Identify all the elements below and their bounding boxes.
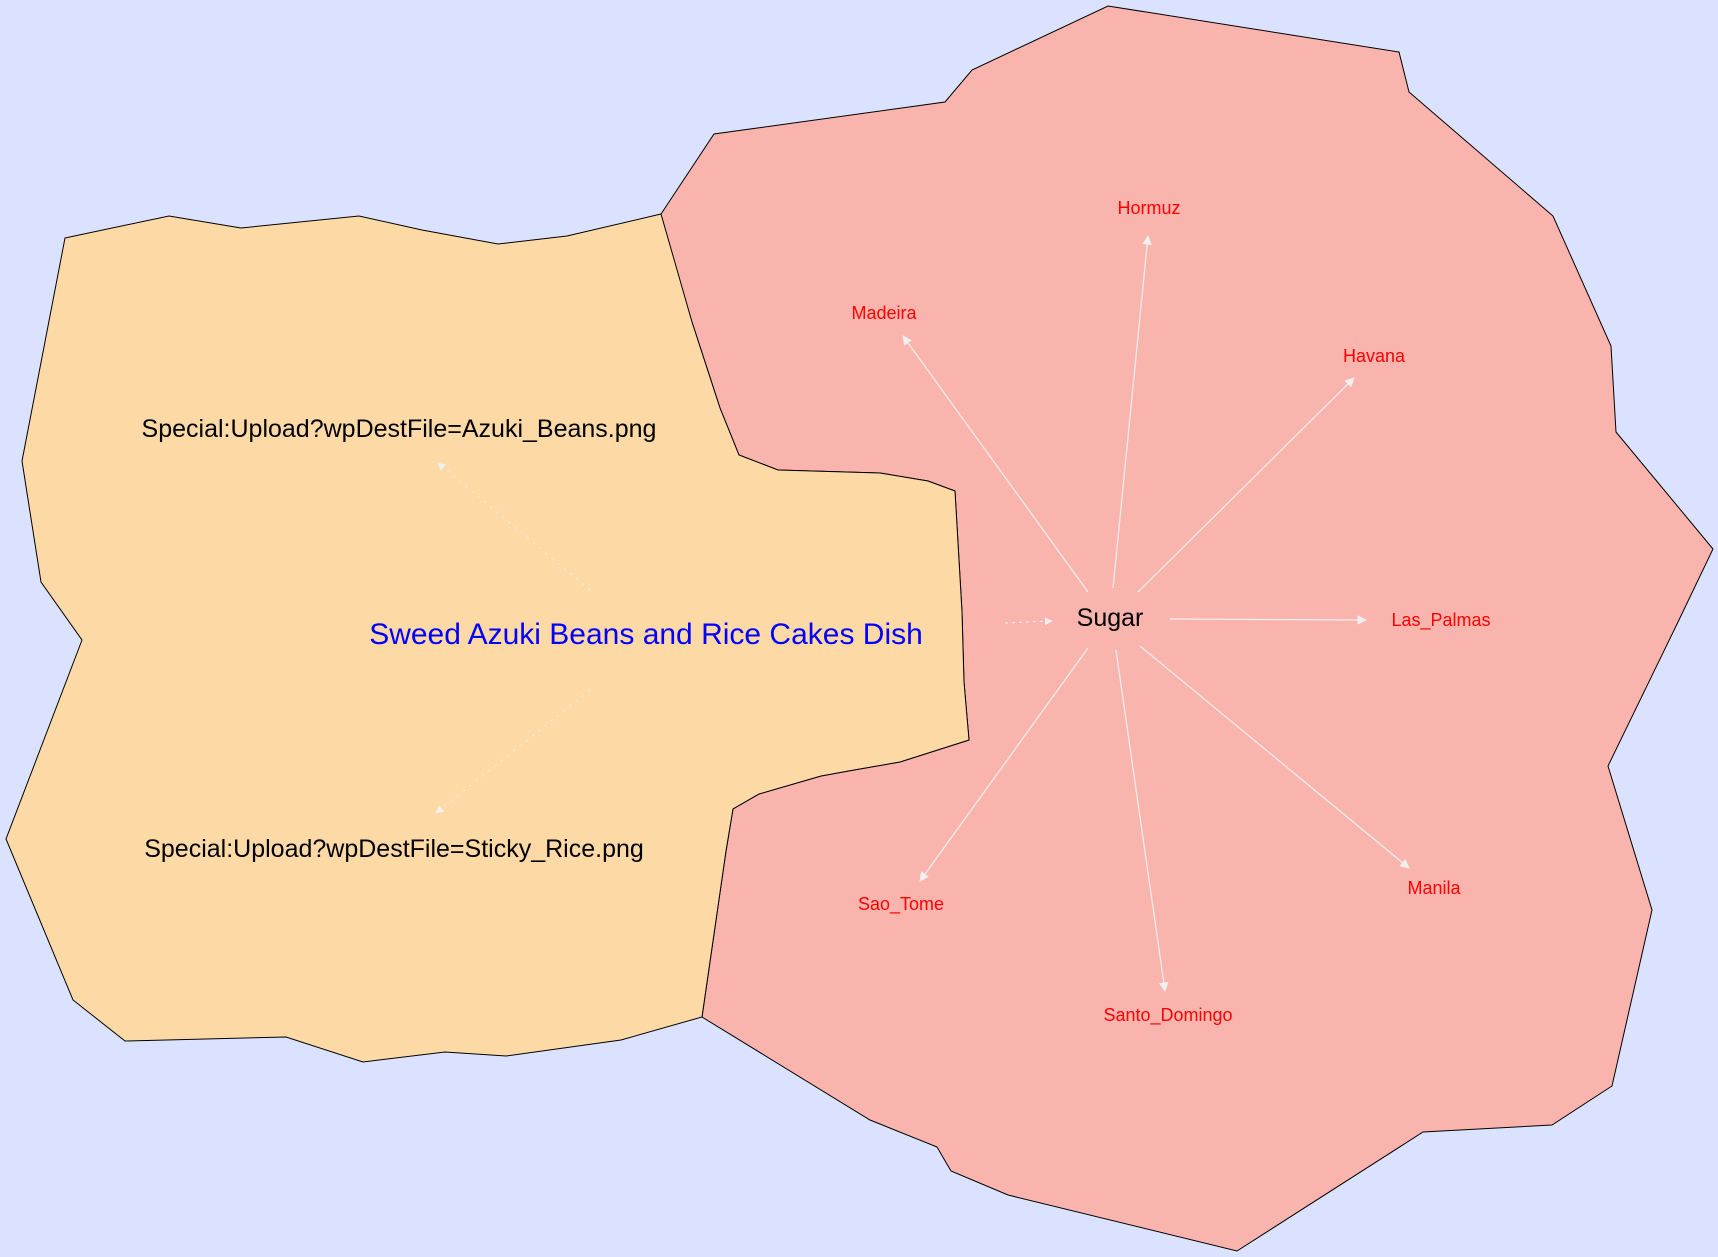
node-hormuz: Hormuz — [1117, 198, 1180, 218]
node-sugar: Sugar — [1077, 604, 1144, 632]
edge-dish-rice — [435, 689, 591, 814]
edge-sugar-santo-domingo — [1115, 649, 1169, 992]
node-havana: Havana — [1343, 346, 1406, 366]
sugar-edges — [902, 235, 1410, 992]
node-santo-domingo: Santo_Domingo — [1103, 1005, 1232, 1026]
node-sao-tome: Sao_Tome — [858, 894, 944, 915]
node-manila: Manila — [1407, 878, 1461, 898]
edge-sugar-havana — [1137, 377, 1355, 593]
edge-dish-azuki — [437, 462, 591, 591]
dish-region — [5, 213, 970, 1063]
edge-sugar-madeira — [902, 335, 1089, 593]
node-rice-upload: Special:Upload?wpDestFile=Sticky_Rice.pn… — [144, 835, 644, 863]
edge-sugar-sao-tome — [919, 647, 1089, 882]
edge-sugar-manila — [1139, 645, 1410, 869]
edge-dish-sugar — [1004, 617, 1053, 626]
dish-edges — [435, 462, 1053, 814]
edge-sugar-hormuz — [1112, 235, 1152, 589]
node-dish: Sweed Azuki Beans and Rice Cakes Dish — [369, 618, 923, 651]
edge-sugar-las-palmas — [1169, 615, 1367, 625]
node-madeira: Madeira — [851, 303, 917, 323]
node-las-palmas: Las_Palmas — [1391, 610, 1490, 631]
node-azuki-upload: Special:Upload?wpDestFile=Azuki_Beans.pn… — [142, 415, 657, 443]
